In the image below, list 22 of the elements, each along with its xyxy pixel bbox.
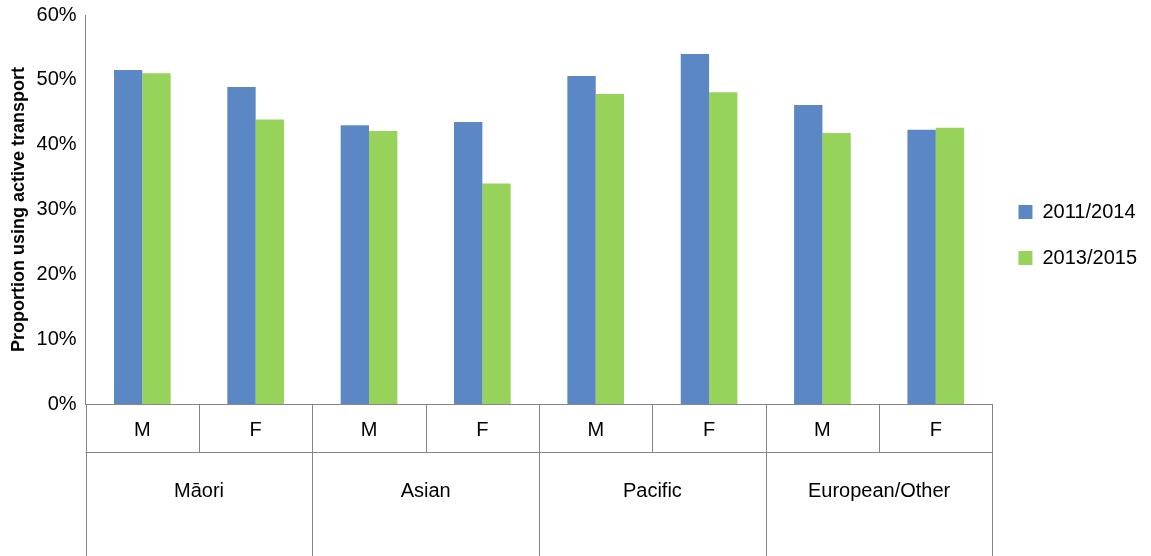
legend-label: 2013/2015 xyxy=(1042,245,1138,268)
y-tick-label: 50% xyxy=(36,67,77,90)
y-tick-label: 10% xyxy=(36,326,77,349)
x-tick-label: F xyxy=(702,417,716,440)
x-tick-label: M xyxy=(133,417,151,440)
y-tick-label: 0% xyxy=(47,391,77,414)
y-tick-label: 40% xyxy=(36,132,77,155)
text: Asian xyxy=(400,478,451,501)
y-tick-label: 20% xyxy=(36,261,77,284)
y-tick-label: 60% xyxy=(36,2,77,25)
y-axis-title: Proportion using active transport xyxy=(7,66,28,353)
x-tick-label: M xyxy=(587,417,605,440)
text: Pacific xyxy=(622,478,682,501)
x-tick-label: F xyxy=(249,417,262,440)
y-tick-label: 30% xyxy=(36,197,77,220)
x-tick-label: M xyxy=(360,417,378,440)
x-tick-label: F xyxy=(929,417,942,440)
text: Māori xyxy=(173,478,224,501)
x-tick-label: F xyxy=(476,417,489,440)
text: European/Other xyxy=(807,478,951,501)
x-tick-label: M xyxy=(814,417,831,440)
legend-label: 2011/2014 xyxy=(1042,199,1136,222)
